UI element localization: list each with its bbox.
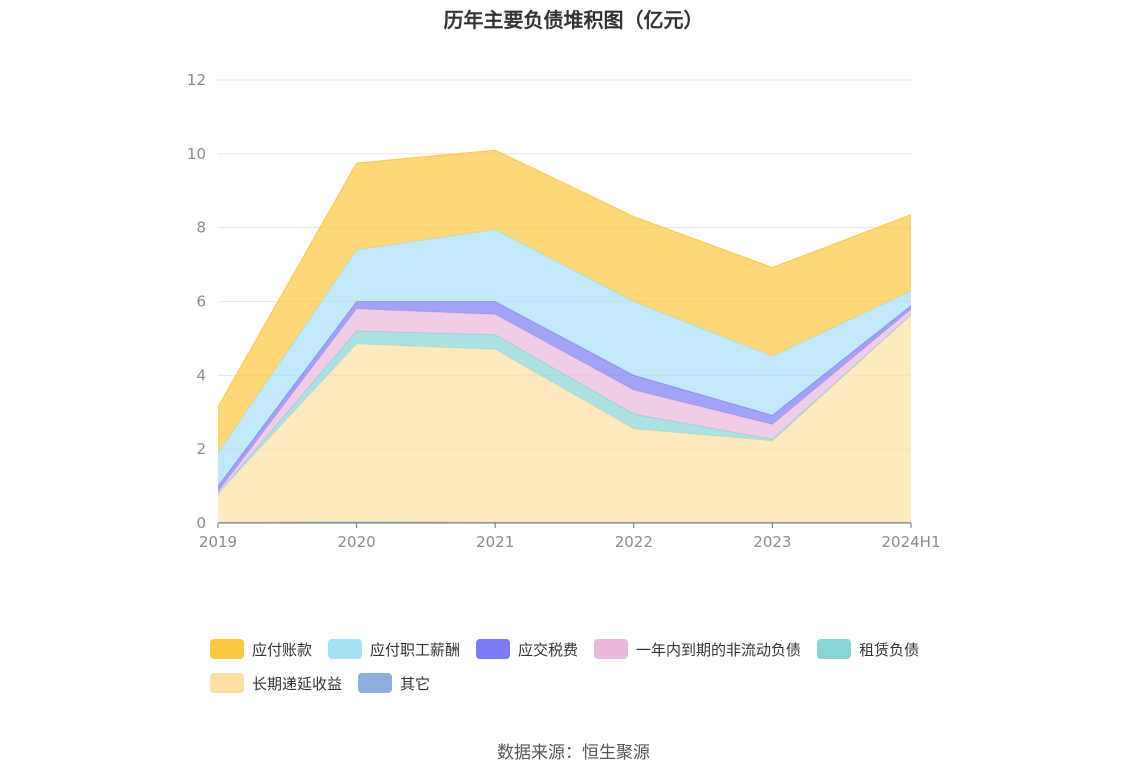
- area-series: [217, 149, 912, 523]
- x-tick-label: 2022: [615, 533, 653, 551]
- legend: 应付账款 应付职工薪酬 应交税费 一年内到期的非流动负债 租赁负债 长期递延收益…: [210, 638, 970, 694]
- legend-item-current-noncurrent-liabilities[interactable]: 一年内到期的非流动负债: [594, 638, 801, 660]
- x-tick-label: 2019: [199, 533, 237, 551]
- y-tick-label: 0: [196, 514, 206, 532]
- x-tick-label: 2024H1: [882, 533, 941, 551]
- legend-item-accounts-payable[interactable]: 应付账款: [210, 638, 312, 660]
- legend-swatch: [817, 639, 852, 659]
- legend-swatch: [358, 673, 393, 693]
- legend-label: 长期递延收益: [252, 674, 343, 693]
- legend-swatch: [328, 639, 363, 659]
- area-series-band[interactable]: [218, 301, 911, 492]
- y-tick-label: 4: [196, 366, 206, 384]
- y-tick-label: 10: [187, 145, 206, 163]
- legend-label: 一年内到期的非流动负债: [636, 640, 802, 659]
- axes: 0 2 4 6 8 10 12 2019 2020 2021 2022 2023 2024H1: [187, 71, 941, 551]
- legend-swatch: [594, 639, 629, 659]
- legend-item-deferred-income[interactable]: 长期递延收益: [210, 672, 342, 694]
- area-series-band[interactable]: [218, 229, 911, 487]
- x-tick-label: 2023: [753, 533, 791, 551]
- legend-swatch: [210, 673, 244, 693]
- area-series-edge: [217, 149, 912, 407]
- y-tick-label: 2: [196, 440, 206, 458]
- y-tick-label: 8: [196, 219, 206, 237]
- area-series-band[interactable]: [218, 150, 911, 453]
- data-source-note: 数据来源：恒生聚源: [497, 743, 650, 763]
- y-tick-label: 6: [196, 293, 206, 311]
- legend-item-lease-liabilities[interactable]: 租赁负债: [817, 638, 919, 660]
- legend-swatch: [476, 639, 511, 659]
- chart-title: 历年主要负债堆积图（亿元）: [443, 8, 704, 32]
- area-series-band[interactable]: [218, 314, 911, 523]
- stacked-area-chart: 0 2 4 6 8 10 12 2019 2020 2021 2022 2023 2024H1: [187, 71, 941, 551]
- legend-label: 应付职工薪酬: [370, 640, 461, 659]
- y-tick-label: 12: [187, 71, 206, 89]
- legend-swatch: [210, 639, 244, 659]
- x-tick-label: 2020: [338, 533, 376, 551]
- legend-label: 租赁负债: [859, 640, 920, 659]
- x-tick-label: 2021: [476, 533, 514, 551]
- legend-item-other[interactable]: 其它: [358, 672, 430, 694]
- legend-item-taxes-payable[interactable]: 应交税费: [476, 638, 578, 660]
- legend-item-payroll-payable[interactable]: 应付职工薪酬: [328, 638, 460, 660]
- legend-label: 应交税费: [518, 640, 579, 659]
- legend-label: 其它: [400, 674, 431, 693]
- legend-label: 应付账款: [252, 640, 313, 659]
